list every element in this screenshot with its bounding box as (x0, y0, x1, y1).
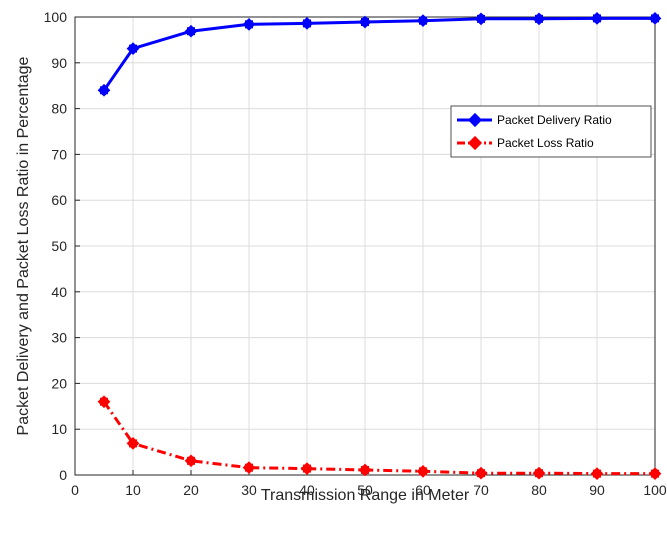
x-tick-label: 80 (531, 482, 547, 498)
data-point-delivery-core (187, 27, 195, 36)
x-axis-label: Transmission Range in Meter (261, 487, 470, 504)
data-point-delivery-core (651, 14, 659, 23)
data-point-loss-core (245, 463, 253, 472)
y-tick-label: 100 (44, 9, 68, 25)
data-point-delivery-core (419, 16, 427, 25)
y-tick-label: 80 (51, 101, 67, 117)
x-tick-label: 100 (643, 482, 667, 498)
data-point-loss-core (129, 439, 137, 448)
series-layer (97, 12, 662, 480)
x-tick-label: 90 (589, 482, 605, 498)
legend-label-loss: Packet Loss Ratio (497, 136, 594, 150)
y-tick-label: 60 (51, 192, 67, 208)
data-point-delivery-core (477, 14, 485, 23)
y-tick-label: 10 (51, 421, 67, 437)
data-point-loss-core (477, 469, 485, 478)
data-point-delivery-core (361, 18, 369, 27)
data-point-loss-core (535, 469, 543, 478)
y-tick-label: 20 (51, 375, 67, 391)
y-tick-label: 50 (51, 238, 67, 254)
data-point-delivery-core (100, 86, 108, 95)
data-point-loss-core (419, 467, 427, 476)
y-axis-label: Packet Delivery and Packet Loss Ratio in… (15, 56, 32, 435)
x-tick-label: 60 (415, 482, 431, 498)
legend-label-delivery: Packet Delivery Ratio (497, 113, 612, 127)
data-point-delivery-core (535, 14, 543, 23)
axis-ticks: 0 10 20 30 40 50 60 70 80 90 100 0 10 20 30 40 50 60 70 80 9… (44, 9, 667, 498)
x-tick-label: 0 (71, 482, 79, 498)
data-point-loss-core (361, 465, 369, 474)
data-point-delivery-core (245, 20, 253, 29)
y-tick-label: 40 (51, 284, 67, 300)
y-tick-label: 30 (51, 330, 67, 346)
legend-marker-delivery (467, 112, 483, 128)
y-tick-label: 90 (51, 55, 67, 71)
data-point-delivery-core (129, 44, 137, 53)
y-tick-label: 70 (51, 146, 67, 162)
x-tick-label: 30 (241, 482, 257, 498)
y-tick-label: 0 (59, 467, 67, 483)
x-tick-label: 40 (299, 482, 315, 498)
data-point-delivery-core (593, 14, 601, 23)
x-tick-label: 20 (183, 482, 199, 498)
legend-box (450, 105, 652, 158)
x-tick-label: 50 (357, 482, 373, 498)
x-tick-label: 70 (473, 482, 489, 498)
data-point-loss-core (303, 464, 311, 473)
data-point-loss-core (593, 469, 601, 478)
x-tick-label: 10 (125, 482, 141, 498)
data-point-loss-core (187, 456, 195, 465)
legend-marker-loss (467, 135, 483, 151)
data-point-delivery-core (303, 19, 311, 28)
data-point-loss-core (100, 397, 108, 406)
data-point-loss-core (651, 469, 659, 478)
grid (75, 17, 655, 475)
legend: Packet Delivery Ratio Packet Loss Ratio (450, 105, 652, 158)
